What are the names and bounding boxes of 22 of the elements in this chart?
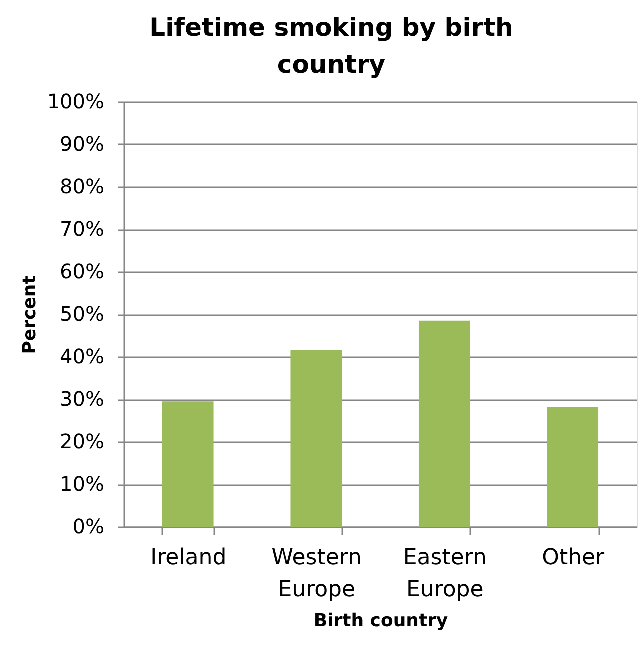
x-tick-label: Eastern Europe: [403, 546, 487, 602]
y-tick-label: 20%: [60, 430, 104, 454]
y-tick-label: 80%: [60, 174, 104, 198]
y-tick-label: 60%: [60, 260, 104, 284]
y-tick-label: 90%: [60, 132, 104, 156]
chart-title: Lifetime smoking by birth country: [150, 13, 514, 79]
bar: [547, 407, 599, 527]
bar: [418, 320, 470, 527]
x-tick-label: Ireland: [150, 546, 227, 570]
bar: [290, 350, 342, 527]
x-tick-label: Western Europe: [272, 546, 362, 602]
y-tick-label: 50%: [60, 302, 104, 326]
y-tick-label: 10%: [60, 472, 104, 496]
y-tick-label: 40%: [60, 344, 104, 368]
x-tick-label: Other: [542, 546, 606, 570]
y-tick-label: 0%: [72, 514, 104, 538]
y-tick-label: 100%: [47, 90, 104, 114]
y-tick-label: 30%: [60, 387, 104, 411]
y-tick-label: 70%: [60, 217, 104, 241]
x-axis-title: Birth country: [314, 610, 448, 632]
y-axis-title: Percent: [19, 275, 40, 354]
bar: [162, 402, 214, 527]
